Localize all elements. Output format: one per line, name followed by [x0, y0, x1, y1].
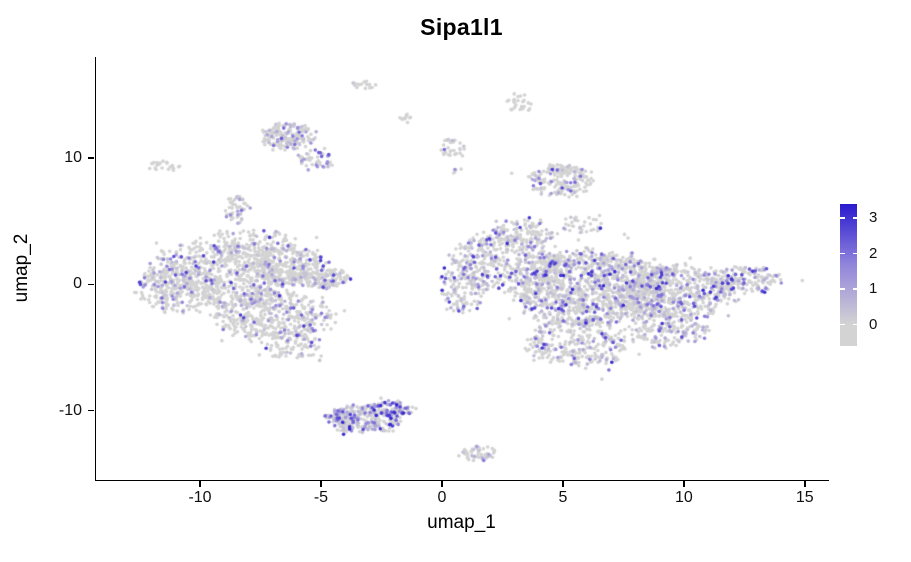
y-tick-mark — [88, 157, 95, 159]
scatter-points-canvas — [96, 57, 829, 480]
x-tick-label: -10 — [188, 489, 212, 506]
legend-tick-mark — [840, 252, 845, 255]
x-tick-mark — [804, 480, 806, 487]
legend-tick-mark — [852, 217, 857, 219]
legend-tick-mark — [852, 323, 857, 326]
legend-tick-mark — [840, 323, 845, 326]
x-axis-label: umap_1 — [427, 512, 496, 533]
x-tick-mark — [562, 480, 564, 487]
x-tick-label: 15 — [795, 489, 814, 506]
x-tick-mark — [199, 480, 201, 487]
plot-title: Sipa1l1 — [420, 14, 503, 40]
legend-tick-mark — [840, 288, 845, 290]
plot-panel: -10 -5 0 5 10 15 -10 0 10 — [59, 57, 829, 506]
x-tick-mark — [683, 480, 685, 487]
y-axis-label: umap_2 — [11, 233, 32, 303]
legend-tick-label: 2 — [869, 244, 878, 262]
x-tick-label: -5 — [313, 489, 329, 506]
legend-tick-label: 1 — [869, 280, 878, 298]
legend-tick-mark — [852, 288, 857, 290]
x-tick-label: 5 — [558, 489, 568, 506]
y-tick-label: 10 — [64, 149, 82, 166]
y-tick-mark — [88, 409, 95, 412]
x-tick-mark — [320, 480, 322, 487]
x-tick-mark — [441, 480, 443, 487]
legend-tick-label: 3 — [869, 209, 878, 227]
y-tick-label: -10 — [58, 401, 82, 419]
y-tick-mark — [88, 283, 95, 286]
legend-tick-label: 0 — [869, 315, 878, 333]
legend-tick-mark — [840, 217, 845, 219]
legend-tick-mark — [852, 252, 857, 255]
legend-gradient-bar — [840, 204, 857, 346]
color-legend: 0 1 2 3 — [840, 204, 910, 364]
y-tick-label: 0 — [73, 275, 82, 293]
x-tick-label: 0 — [437, 489, 447, 506]
x-tick-label: 10 — [674, 489, 693, 506]
